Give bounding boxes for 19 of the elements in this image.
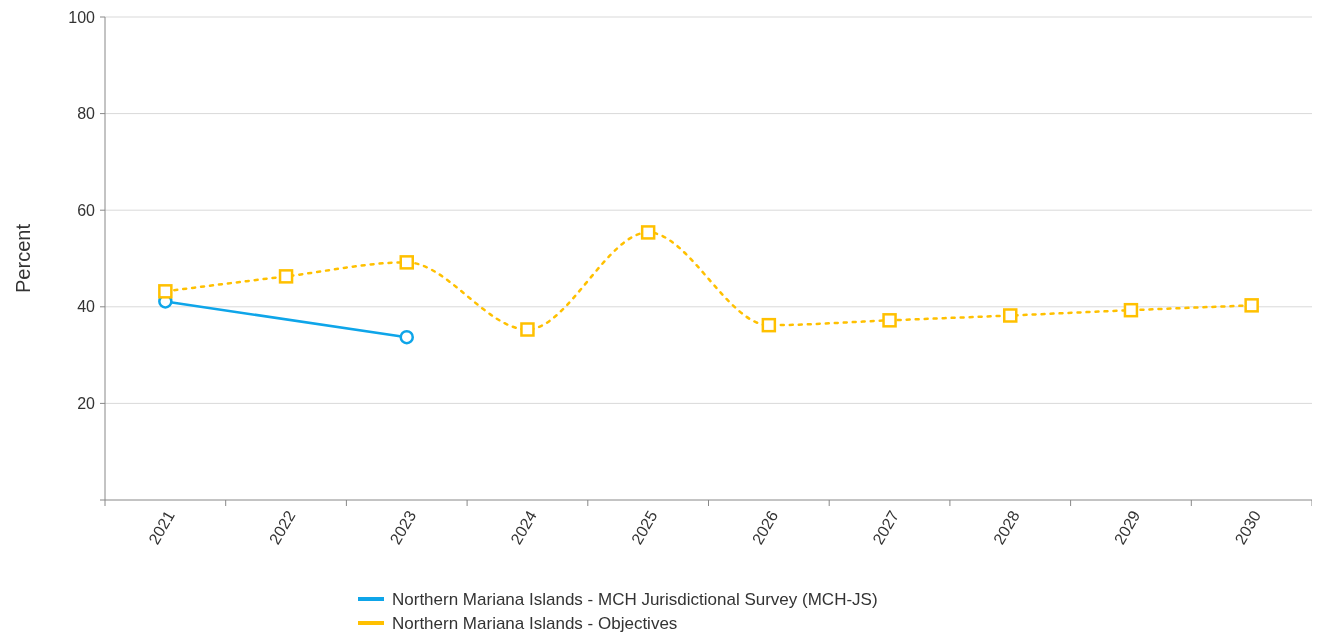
y-tick-label: 60	[77, 201, 96, 219]
point	[640, 225, 656, 240]
point	[882, 313, 897, 328]
y-tick-label: 100	[68, 8, 96, 26]
point	[761, 317, 777, 333]
point	[399, 255, 414, 270]
y-tick-label: 20	[77, 395, 96, 412]
point	[278, 269, 294, 284]
point	[158, 284, 173, 299]
legend-label: Northern Mariana Islands - MCH Jurisdictional Survey (MCH-JS)	[392, 589, 878, 609]
y-tick-label: 80	[77, 105, 96, 123]
point	[1123, 302, 1139, 318]
point	[399, 329, 414, 345]
point	[1244, 298, 1259, 313]
point	[520, 322, 535, 337]
y-tick-label: 40	[77, 298, 96, 316]
point	[1003, 308, 1018, 323]
y-axis-title: Percent	[12, 223, 34, 293]
legend-label: Northern Mariana Islands - Objectives	[392, 613, 678, 633]
